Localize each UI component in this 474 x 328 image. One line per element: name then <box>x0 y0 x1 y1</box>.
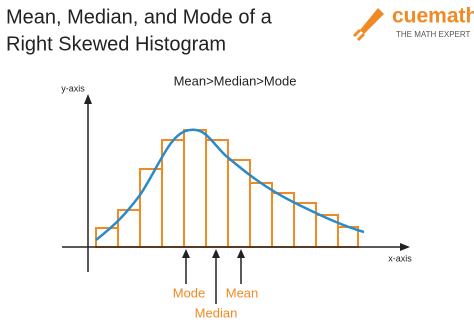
curve <box>95 128 365 241</box>
relation: Mean>Median>Mode <box>174 73 297 88</box>
bar <box>249 182 273 248</box>
title-line: Mean, Median, and Mode of a <box>6 6 273 28</box>
logo: cuemath THE MATH EXPERT <box>352 5 474 42</box>
axes <box>62 94 410 272</box>
histogram <box>95 129 359 248</box>
arrow-head <box>400 243 410 251</box>
marker-arrows <box>182 249 245 304</box>
y-axis-label: y-axis <box>61 83 85 93</box>
title-line: Right Skewed Histogram <box>6 33 226 55</box>
arrow-head <box>237 249 245 258</box>
bar <box>117 209 141 248</box>
bar <box>293 202 317 248</box>
logo-icon <box>352 28 366 42</box>
arrow-head <box>84 94 92 104</box>
bar <box>139 168 163 248</box>
bar <box>161 139 185 248</box>
median-label: Median <box>195 305 238 320</box>
logo-name: cuemath <box>392 5 474 28</box>
logo-tagline: THE MATH EXPERT <box>396 30 470 39</box>
bar <box>183 129 207 248</box>
x-axis-label: x-axis <box>388 253 412 263</box>
bar <box>315 214 339 248</box>
arrow-head <box>182 249 190 258</box>
mean-label: Mean <box>226 285 259 300</box>
logo-icon <box>360 8 384 34</box>
arrow-head <box>212 249 220 258</box>
mode-label: Mode <box>173 285 206 300</box>
